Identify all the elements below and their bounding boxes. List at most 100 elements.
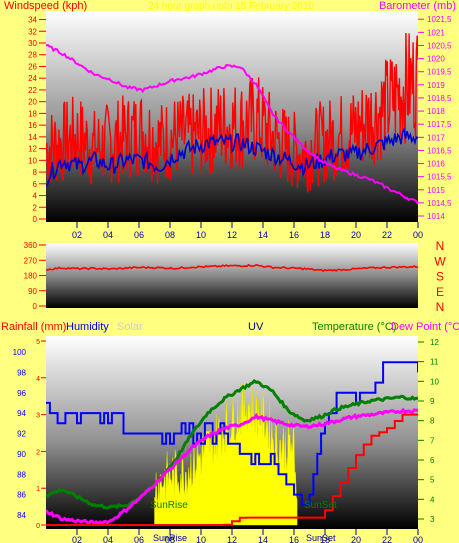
barometer-tick-label: 1021 [427, 28, 445, 37]
humidity-tick-label: 86 [17, 491, 26, 500]
rainfall-tick-label: 4 [36, 376, 40, 383]
bottom-x-tick-label: 10 [196, 535, 206, 543]
graph-title: 24 hour graph upto 15 February 2010 [148, 1, 315, 12]
humidity-tick-label: 100 [13, 348, 27, 357]
top-x-tick-label: 12 [227, 230, 237, 240]
windspeed-tick-label: 24 [28, 74, 37, 83]
temperature-tick-label: 8 [430, 417, 435, 426]
barometer-tick-label: 1018,5 [427, 94, 452, 103]
direction-plot-area [46, 243, 418, 308]
bottom-x-tick-label: 14 [258, 535, 268, 543]
windspeed-tick-label: 0 [33, 215, 38, 224]
top-x-tick-label: 06 [134, 230, 144, 240]
windspeed-tick-label: 6 [33, 180, 38, 189]
temperature-series [46, 379, 418, 510]
bottom-x-tick-label: 12 [227, 535, 237, 543]
temperature-tick-label: 3 [430, 515, 435, 524]
direction-tick-label: 180 [24, 272, 38, 281]
bottom-x-tick-label: 00 [413, 535, 423, 543]
barometer-tick-label: 1018 [427, 107, 445, 116]
top-x-tick-label: 18 [320, 230, 330, 240]
temperature-tick-label: 12 [430, 338, 439, 347]
bottom-x-tick-label: 02 [72, 535, 82, 543]
windspeed-tick-label: 4 [33, 192, 38, 201]
direction-degree-ticks: 360 270 180 90 0 [24, 241, 46, 311]
temperature-ticks: 12 11 10 9 8 7 6 5 4 3 [418, 338, 439, 524]
barometer-tick-label: 1019,5 [427, 68, 452, 77]
compass-label: N [436, 300, 445, 314]
bottom-x-tick-label: 08 [165, 535, 175, 543]
direction-tick-label: 270 [24, 256, 38, 265]
humidity-tick-label: 88 [17, 470, 26, 479]
direction-series [46, 263, 418, 273]
windspeed-tick-label: 8 [33, 168, 38, 177]
top-x-tick-label: 20 [351, 230, 361, 240]
sunset-marker: SunSet [304, 500, 337, 511]
windspeed-tick-label: 16 [28, 121, 37, 130]
dewpoint-series [46, 407, 418, 526]
barometer-tick-label: 1016 [427, 160, 445, 169]
bottom-x-tick-label: 20 [351, 535, 361, 543]
humidity-tick-label: 92 [17, 430, 26, 439]
barometer-ticks: 1021,5 1021 1020,5 1020 1019,5 1019 1018,5 1018… [418, 15, 452, 221]
direction-tick-label: 360 [24, 241, 38, 250]
bottom-x-tick-label: 18 [320, 535, 330, 543]
barometer-tick-label: 1017,5 [427, 120, 452, 129]
windspeed-tick-label: 18 [28, 109, 37, 118]
barometer-tick-label: 1021,5 [427, 15, 452, 24]
top-x-tick-label: 02 [72, 230, 82, 240]
temperature-tick-label: 7 [430, 436, 435, 445]
top-x-ticks: 02 04 06 08 10 12 14 16 18 20 22 00 [72, 222, 423, 240]
temperature-tick-label: 10 [430, 377, 439, 386]
barometer-tick-label: 1014,5 [427, 199, 452, 208]
rainfall-tick-label: 5 [36, 339, 40, 346]
windspeed-tick-label: 26 [28, 62, 37, 71]
rainfall-series [46, 413, 418, 526]
rainfall-tick-label: 3 [36, 413, 40, 420]
rainfall-tick-label: 0 [36, 523, 40, 530]
rainfall-tick-label: 1 [36, 486, 40, 493]
compass-label: E [436, 285, 444, 299]
rainfall-tick-label: 2 [36, 449, 40, 456]
barometer-tick-label: 1015 [427, 186, 445, 195]
windspeed-tick-label: 10 [28, 156, 37, 165]
humidity-tick-label: 90 [17, 450, 26, 459]
compass-label: N [436, 239, 445, 253]
direction-tick-label: 90 [28, 287, 37, 296]
barometer-tick-label: 1015,5 [427, 173, 452, 182]
top-x-tick-label: 00 [413, 230, 423, 240]
barometer-tick-label: 1014 [427, 212, 445, 221]
top-x-tick-label: 14 [258, 230, 268, 240]
humidity-tick-label: 84 [17, 511, 26, 520]
windspeed-tick-label: 12 [28, 145, 37, 154]
windspeed-axis-title: Windspeed (kph) [4, 0, 87, 12]
average-wind-series [46, 127, 418, 188]
bottom-x-tick-label: 04 [103, 535, 113, 543]
windspeed-tick-label: 20 [28, 98, 37, 107]
temperature-tick-label: 6 [430, 456, 435, 465]
barometer-tick-label: 1019 [427, 81, 445, 90]
temperature-tick-label: 11 [430, 358, 439, 367]
barometer-series [46, 43, 418, 205]
compass-label: W [434, 254, 446, 268]
top-x-tick-label: 10 [196, 230, 206, 240]
temperature-tick-label: 4 [430, 495, 435, 504]
barometer-tick-label: 1016,5 [427, 146, 452, 155]
temperature-tick-label: 9 [430, 397, 435, 406]
humidity-ticks: 100 98 96 94 92 90 88 86 84 [13, 348, 27, 520]
top-x-tick-label: 22 [382, 230, 392, 240]
windspeed-series [46, 32, 418, 193]
windspeed-tick-label: 34 [28, 16, 37, 25]
top-x-tick-label: 16 [289, 230, 299, 240]
barometer-tick-label: 1017 [427, 133, 445, 142]
wind-baro-chart: Windspeed (kph) 24 hour graph upto 15 Fe… [4, 0, 456, 240]
top-x-tick-label: 08 [165, 230, 175, 240]
sunrise-axis-label: SunRise [153, 533, 187, 543]
windspeed-tick-label: 28 [28, 51, 37, 60]
windspeed-tick-label: 32 [28, 27, 37, 36]
temp-humidity-chart: Rainfall (mm) Humidity Solar UV Temperat… [1, 321, 459, 543]
solar-axis-title: Solar [117, 321, 143, 333]
